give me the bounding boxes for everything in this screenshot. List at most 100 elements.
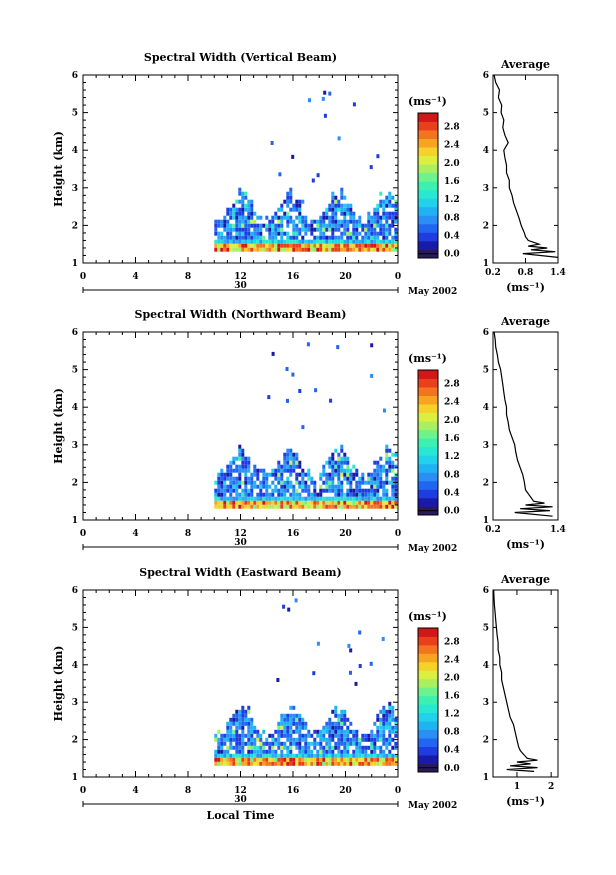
heatmap-cell: [355, 247, 359, 252]
heatmap-cell: [235, 239, 239, 244]
heatmap-cell: [394, 504, 398, 509]
heatmap-cell: [379, 717, 383, 722]
heatmap-cell: [286, 488, 290, 493]
heatmap-cell: [247, 729, 251, 734]
heatmap-cell: [364, 243, 368, 248]
heatmap-cell: [247, 757, 251, 762]
heatmap-cell: [217, 500, 221, 505]
heatmap-cell: [382, 753, 386, 758]
heatmap-cell: [367, 488, 371, 493]
heatmap-cell: [283, 496, 287, 501]
heatmap-cell: [253, 504, 257, 509]
heatmap-cell: [334, 199, 338, 204]
heatmap-cell: [283, 247, 287, 252]
heatmap-cell: [304, 496, 308, 501]
heatmap-cell: [280, 464, 284, 469]
panel-title: Spectral Width (Northward Beam): [135, 308, 347, 321]
heatmap-cell: [394, 243, 398, 248]
heatmap-cell: [274, 496, 278, 501]
heatmap-cell: [277, 733, 281, 738]
heatmap-cell: [325, 476, 329, 481]
heatmap-cell: [312, 671, 316, 676]
heatmap-cell: [322, 464, 326, 469]
heatmap-cell: [349, 757, 353, 762]
heatmap-cell: [313, 243, 317, 248]
heatmap-cell: [280, 219, 284, 224]
heatmap-cell: [346, 757, 350, 762]
heatmap-cell: [247, 243, 251, 248]
heatmap-cell: [331, 460, 335, 465]
heatmap-cell: [223, 219, 227, 224]
heatmap-cell: [241, 468, 245, 473]
heatmap-cell: [298, 389, 302, 393]
heatmap-cell: [244, 733, 248, 738]
heatmap-cell: [262, 496, 266, 501]
heatmap-cell: [352, 215, 356, 220]
heatmap-cell: [241, 243, 245, 248]
heatmap-cell: [391, 753, 395, 758]
colorbar-segment: [418, 670, 438, 680]
heatmap-cell: [235, 729, 239, 734]
heatmap-cell: [235, 484, 239, 489]
colorbar-tick-label: 0.8: [444, 470, 460, 480]
heatmap-cell: [379, 456, 383, 461]
heatmap-cell: [277, 223, 281, 228]
heatmap-cell: [250, 211, 254, 216]
heatmap-cell: [337, 504, 341, 509]
heatmap-cell: [367, 504, 371, 509]
heatmap-cell: [388, 247, 392, 252]
heatmap-cell: [235, 761, 239, 766]
heatmap-cell: [367, 239, 371, 244]
heatmap-cell: [232, 243, 236, 248]
heatmap-cell: [238, 717, 242, 722]
heatmap-cell: [277, 737, 281, 742]
heatmap-cell: [256, 235, 260, 240]
heatmap-cell: [229, 211, 233, 216]
heatmap-cell: [292, 721, 296, 726]
heatmap-cell: [267, 395, 271, 400]
heatmap-cell: [271, 733, 275, 738]
panel-title: Spectral Width (Eastward Beam): [139, 566, 341, 579]
heatmap-cell: [223, 227, 227, 232]
heatmap-cell: [235, 227, 239, 232]
heatmap-cell: [250, 472, 254, 477]
heatmap-cell: [259, 231, 263, 236]
heatmap-cell: [229, 480, 233, 485]
heatmap-cell: [382, 468, 386, 473]
heatmap-cell: [391, 203, 395, 208]
heatmap-cell: [358, 231, 362, 236]
heatmap-cell: [289, 725, 293, 730]
heatmap-cell: [346, 231, 350, 236]
heatmap-cell: [361, 472, 365, 477]
heatmap-cell: [244, 223, 248, 228]
heatmap-cell: [292, 460, 296, 465]
heatmap-cell: [337, 456, 341, 461]
heatmap-cell: [331, 243, 335, 248]
heatmap-cell: [268, 492, 272, 497]
heatmap-cell: [352, 733, 356, 738]
heatmap-cell: [337, 472, 341, 477]
heatmap-cell: [247, 492, 251, 497]
heatmap-cell: [280, 480, 284, 485]
heatmap-cell: [373, 227, 377, 232]
heatmap-cell: [370, 753, 374, 758]
profile-x-axis-label: (ms⁻¹): [506, 538, 545, 551]
heatmap-cell: [355, 219, 359, 224]
heatmap-cell: [373, 480, 377, 485]
date-month-label: May 2002: [408, 544, 457, 554]
heatmap-cell: [307, 761, 311, 766]
heatmap-cell: [214, 243, 218, 248]
heatmap-cell: [235, 492, 239, 497]
profile-title: Average: [500, 573, 550, 586]
heatmap-cell: [394, 488, 398, 493]
heatmap-cell: [238, 191, 242, 196]
heatmap-cell: [304, 247, 308, 252]
heatmap-cell: [343, 737, 347, 742]
heatmap-cell: [394, 741, 398, 746]
heatmap-cell: [235, 247, 239, 252]
heatmap-cell: [262, 745, 266, 750]
heatmap-cell: [304, 219, 308, 224]
heatmap-cell: [289, 729, 293, 734]
heatmap-cell: [313, 247, 317, 252]
heatmap-cell: [382, 717, 386, 722]
